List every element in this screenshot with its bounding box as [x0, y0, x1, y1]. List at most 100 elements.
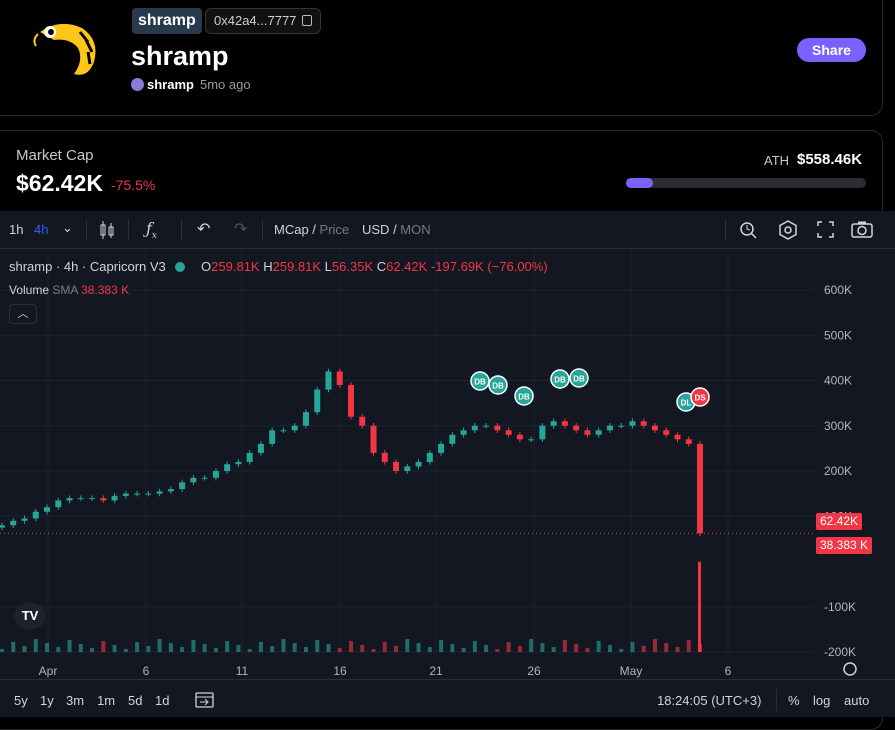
- range-1y[interactable]: 1y: [40, 693, 54, 708]
- volume-tag: 38.383 K: [816, 537, 873, 554]
- candle: [32, 511, 39, 519]
- contract-address-button[interactable]: 0x42a4...7777: [205, 8, 322, 34]
- fullscreen-icon[interactable]: [817, 221, 834, 238]
- ath-progress-bar: [626, 178, 866, 188]
- volume-value: 38.383 K: [81, 283, 130, 297]
- ticker-badge: shramp: [132, 8, 202, 34]
- redo-icon[interactable]: ↷: [234, 221, 248, 238]
- candle: [0, 525, 5, 528]
- candle: [550, 421, 557, 426]
- chevron-down-icon[interactable]: ⌄: [62, 220, 73, 235]
- volume-bar: [112, 645, 117, 652]
- trade-marker-label: DS: [694, 394, 706, 403]
- timeframe-1h[interactable]: 1h: [9, 222, 24, 237]
- symbol-label: shramp · 4h · Capricorn V3: [9, 259, 166, 274]
- volume-bar: [506, 642, 511, 652]
- candle: [291, 425, 298, 431]
- candle: [246, 452, 253, 462]
- trade-marker: [550, 369, 570, 389]
- candle: [528, 439, 535, 441]
- volume-bar: [495, 649, 500, 652]
- y-tick-label: 400K: [824, 374, 852, 388]
- status-dot: [175, 262, 186, 272]
- candle: [629, 421, 636, 426]
- market-cap-change: -75.5%: [111, 177, 156, 193]
- undo-icon[interactable]: ↶: [197, 221, 211, 238]
- tradingview-logo[interactable]: TV: [14, 603, 46, 629]
- candles-icon[interactable]: [99, 221, 115, 239]
- auto-scale-toggle[interactable]: auto: [844, 693, 870, 708]
- date-range-icon[interactable]: [195, 690, 215, 708]
- volume-bar: [472, 641, 477, 652]
- candle: [10, 520, 17, 526]
- candle: [280, 430, 287, 432]
- creator-name[interactable]: shramp: [147, 77, 194, 92]
- candle: [494, 425, 501, 431]
- settings-icon[interactable]: [778, 220, 798, 240]
- mon-option: MON: [400, 222, 431, 237]
- candle: [201, 477, 208, 479]
- candle: [314, 389, 321, 413]
- candle: [539, 425, 546, 440]
- mcap-price-toggle[interactable]: MCap / Price: [274, 222, 350, 237]
- volume-bar: [247, 649, 252, 652]
- separator: [262, 219, 263, 241]
- price-option: Price: [319, 222, 350, 237]
- separator: [725, 219, 726, 241]
- range-1d[interactable]: 1d: [155, 693, 170, 708]
- volume-bar: [349, 641, 353, 652]
- separator: [128, 219, 129, 241]
- volume-bar: [416, 643, 421, 652]
- percent-scale-toggle[interactable]: %: [788, 693, 800, 708]
- volume-bar: [641, 646, 646, 652]
- range-1m[interactable]: 1m: [97, 693, 116, 708]
- trade-marker-label: DL: [681, 399, 692, 408]
- clock-time[interactable]: 18:24:05 (UTC+3): [657, 693, 762, 708]
- volume-bar: [270, 646, 275, 652]
- candle: [235, 461, 242, 465]
- price-chart[interactable]: 600K500K400K300K200K100K-100K-200KApr611…: [0, 250, 895, 679]
- y-tick-label: 500K: [824, 328, 852, 342]
- currency-toggle[interactable]: USD / MON: [362, 222, 431, 237]
- x-tick-label: 6: [143, 664, 150, 678]
- volume-legend: Volume SMA 38.383 K: [9, 283, 129, 297]
- candle: [584, 430, 591, 435]
- trade-marker-label: DB: [474, 378, 486, 387]
- indicators-icon[interactable]: ƒx: [146, 219, 157, 242]
- volume-bar: [698, 561, 701, 652]
- chart-container[interactable]: 1h 4h ⌄ ƒx ↶ ↷ MCap / Price USD / MON 60…: [0, 211, 895, 717]
- volume-bar: [90, 648, 95, 652]
- timeframe-4h[interactable]: 4h: [34, 222, 49, 237]
- candle: [21, 518, 28, 521]
- range-5y[interactable]: 5y: [14, 693, 28, 708]
- y-tick-label: 600K: [824, 283, 852, 297]
- quick-search-icon[interactable]: [739, 220, 758, 239]
- separator: [776, 689, 777, 711]
- range-3m[interactable]: 3m: [66, 693, 85, 708]
- trade-marker-label: DB: [492, 382, 504, 391]
- candle: [685, 439, 692, 444]
- trade-marker: [690, 387, 710, 407]
- candle: [122, 493, 129, 496]
- trade-marker: [488, 375, 508, 395]
- separator: [181, 219, 182, 241]
- trade-marker: [514, 386, 534, 406]
- candle: [561, 421, 568, 426]
- candle: [471, 425, 478, 431]
- candle: [134, 493, 141, 495]
- share-button[interactable]: Share: [797, 38, 866, 62]
- range-5d[interactable]: 5d: [128, 693, 143, 708]
- volume-bar: [78, 644, 83, 652]
- token-name: shramp: [131, 41, 229, 71]
- creator-avatar: [131, 78, 144, 91]
- volume-bar: [405, 639, 410, 652]
- camera-icon[interactable]: [851, 221, 873, 238]
- copy-icon[interactable]: [302, 15, 313, 26]
- volume-bar: [157, 639, 162, 652]
- volume-bar: [0, 649, 4, 652]
- collapse-legend-button[interactable]: ︿: [9, 304, 37, 324]
- trade-marker-label: DB: [554, 376, 566, 385]
- volume-bar: [191, 640, 196, 652]
- log-scale-toggle[interactable]: log: [813, 693, 831, 708]
- volume-bar: [394, 646, 399, 652]
